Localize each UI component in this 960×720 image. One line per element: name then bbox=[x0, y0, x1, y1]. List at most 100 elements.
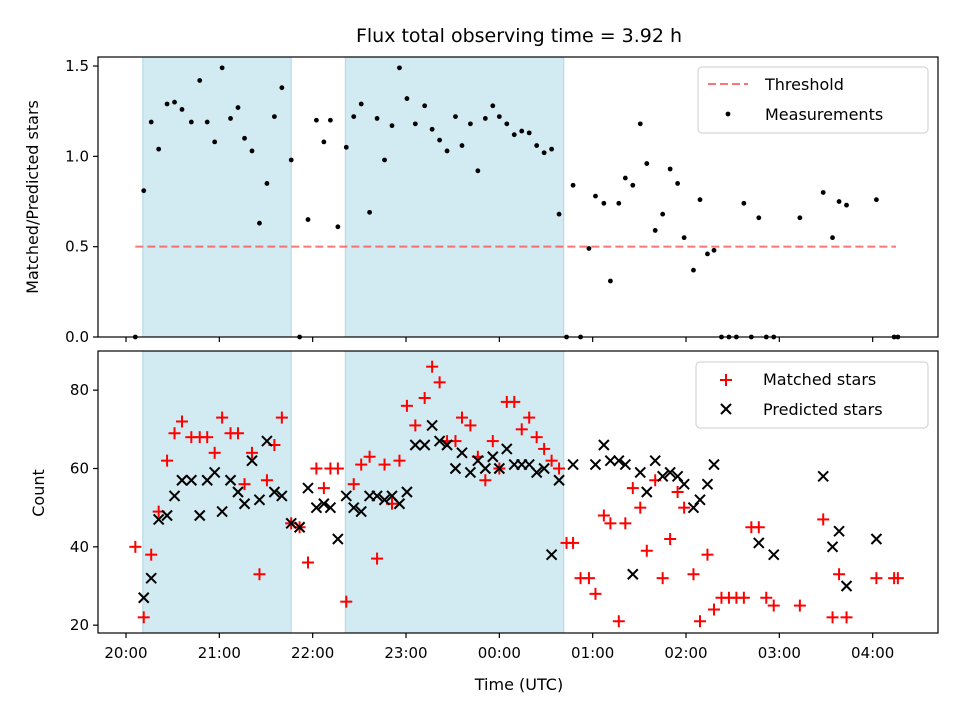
measurement-point bbox=[422, 103, 428, 109]
matched-stars-point bbox=[378, 458, 391, 471]
measurement-point bbox=[264, 181, 270, 186]
legend-measurements-label: Measurements bbox=[765, 105, 883, 124]
matched-stars-point bbox=[640, 544, 653, 557]
measurement-point bbox=[675, 181, 680, 186]
measurement-point bbox=[404, 96, 410, 101]
matched-stars-point bbox=[275, 411, 288, 424]
top-y-tick-label: 1.5 bbox=[65, 57, 89, 75]
measurement-point bbox=[179, 106, 185, 112]
predicted-stars-point bbox=[138, 592, 150, 604]
matched-stars-point bbox=[418, 392, 431, 404]
predicted-stars-point bbox=[371, 490, 383, 502]
matched-stars-point bbox=[582, 572, 595, 585]
measurement-point bbox=[608, 278, 613, 284]
top-y-tick-label: 0.0 bbox=[65, 328, 89, 346]
bottom-shaded-interval-2 bbox=[344, 350, 565, 634]
matched-stars-point bbox=[523, 411, 536, 424]
predicted-stars-point bbox=[168, 490, 181, 502]
matched-stars-point bbox=[253, 568, 266, 581]
matched-stars-point bbox=[201, 431, 214, 444]
measurement-point bbox=[475, 168, 481, 174]
measurement-point bbox=[164, 101, 170, 107]
predicted-stars-point bbox=[487, 451, 499, 463]
predicted-stars-point bbox=[293, 521, 306, 533]
legend-measurements-swatch bbox=[725, 111, 731, 117]
measurement-point bbox=[830, 235, 835, 241]
predicted-stars-point bbox=[208, 466, 221, 479]
matched-stars-point bbox=[347, 478, 360, 491]
matched-stars-point bbox=[833, 568, 846, 581]
matched-stars-point bbox=[246, 446, 258, 459]
measurement-point bbox=[397, 65, 402, 71]
measurement-point bbox=[321, 139, 327, 145]
bottom-shaded-interval-1 bbox=[142, 350, 292, 634]
predicted-stars-point bbox=[493, 462, 506, 475]
x-axis-label: Time (UTC) bbox=[474, 675, 563, 694]
measurement-point bbox=[691, 267, 696, 273]
measurement-point bbox=[556, 211, 562, 217]
measurement-point bbox=[437, 137, 442, 143]
measurement-point bbox=[444, 148, 450, 154]
measurement-point bbox=[496, 114, 502, 120]
matched-stars-point bbox=[678, 501, 691, 514]
matched-stars-point bbox=[310, 462, 323, 475]
matched-stars-point bbox=[840, 611, 853, 624]
matched-stars-point bbox=[340, 595, 353, 608]
measurement-point bbox=[197, 78, 203, 83]
matched-stars-point bbox=[260, 474, 273, 487]
predicted-stars-point bbox=[324, 501, 337, 514]
predicted-stars-point bbox=[449, 462, 462, 475]
matched-stars-point bbox=[515, 423, 528, 436]
measurement-point bbox=[660, 211, 666, 217]
measurement-point bbox=[272, 114, 277, 120]
matched-stars-point bbox=[355, 458, 368, 471]
x-tick-label: 03:00 bbox=[758, 644, 801, 662]
predicted-stars-point bbox=[501, 443, 513, 455]
predicted-stars-point bbox=[340, 490, 352, 502]
measurement-point bbox=[351, 114, 357, 120]
measurement-point bbox=[188, 119, 194, 125]
x-tick-label: 20:00 bbox=[104, 644, 147, 662]
matched-stars-point bbox=[760, 591, 773, 604]
matched-stars-point bbox=[597, 509, 610, 522]
matched-stars-point bbox=[793, 599, 806, 612]
predicted-stars-point bbox=[753, 537, 765, 549]
predicted-stars-point bbox=[261, 435, 273, 447]
measurement-point bbox=[249, 148, 255, 154]
measurement-point bbox=[616, 200, 622, 206]
legend-matched-label: Matched stars bbox=[763, 370, 876, 389]
matched-stars-point bbox=[589, 587, 602, 600]
predicted-stars-point bbox=[613, 454, 625, 467]
measurement-point bbox=[374, 116, 380, 121]
matched-stars-point bbox=[687, 568, 700, 581]
predicted-stars-point bbox=[268, 486, 281, 498]
matched-stars-point bbox=[464, 419, 477, 432]
matched-stars-point bbox=[331, 462, 344, 475]
bottom-y-tick-label: 60 bbox=[70, 460, 89, 478]
measurement-point bbox=[257, 220, 262, 226]
predicted-stars-point bbox=[530, 466, 543, 479]
predicted-stars-point bbox=[318, 498, 330, 510]
predicted-stars-point bbox=[619, 458, 632, 471]
x-tick-label: 22:00 bbox=[291, 644, 334, 662]
measurement-point bbox=[148, 119, 154, 125]
measurement-point bbox=[429, 126, 435, 132]
bottom-axes-frame bbox=[97, 350, 939, 634]
bottom-y-tick-label: 40 bbox=[70, 538, 89, 556]
x-tick-label: 01:00 bbox=[571, 644, 614, 662]
x-tick-label: 21:00 bbox=[198, 644, 241, 662]
top-y-tick-label: 1.0 bbox=[65, 147, 89, 165]
predicted-stars-point bbox=[238, 498, 251, 510]
measurement-point bbox=[453, 114, 458, 120]
matched-stars-point bbox=[891, 572, 904, 585]
measurement-point bbox=[534, 143, 540, 148]
measurement-point bbox=[343, 144, 349, 150]
predicted-stars-point bbox=[302, 482, 314, 494]
measurement-point bbox=[358, 101, 364, 107]
top-axes-frame bbox=[97, 56, 939, 338]
matched-stars-point bbox=[479, 474, 492, 487]
ratio-panel: 0.0 0.5 1.0 1.5 bbox=[65, 56, 939, 346]
matched-stars-point bbox=[176, 415, 188, 428]
predicted-stars-point bbox=[567, 458, 579, 471]
predicted-stars-point bbox=[176, 474, 188, 486]
